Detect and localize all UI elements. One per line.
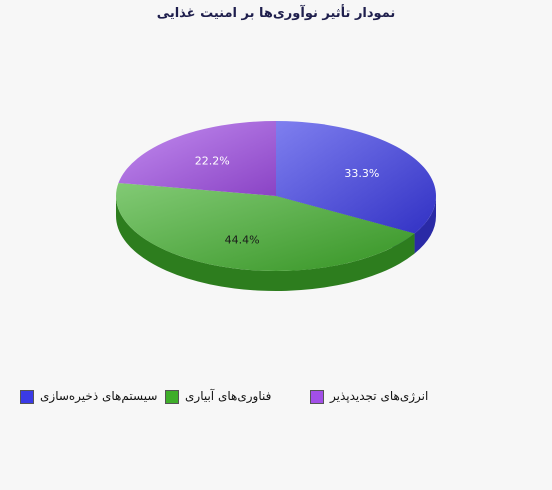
slice-2[interactable] [118, 121, 277, 196]
slice-0[interactable] [276, 121, 436, 234]
legend-swatch-storage-systems [20, 390, 34, 404]
legend-label-renewable-energy: انرژی‌های تجدیدپذیر [330, 389, 429, 403]
legend-label-irrigation-tech: فناوری‌های آبیاری [185, 389, 272, 403]
slice-1-side [116, 196, 415, 291]
slice-label-1: 44.4% [225, 234, 260, 247]
chart-title: نمودار تأثیر نوآوری‌ها بر امنیت غذایی [156, 6, 396, 21]
legend-item-storage-systems[interactable]: سیستم‌های ذخیره‌سازی [0, 388, 160, 408]
legend-item-renewable-energy[interactable]: انرژی‌های تجدیدپذیر [305, 388, 455, 408]
slice-0-side [414, 196, 437, 254]
slice-label-0: 33.3% [344, 167, 379, 180]
pie-labels: 33.3% 44.4% 22.2% [195, 154, 380, 246]
pie-top-faces [115, 121, 436, 271]
slice-1[interactable] [115, 182, 415, 271]
legend-swatch-irrigation-tech [165, 390, 179, 404]
legend-label-storage-systems: سیستم‌های ذخیره‌سازی [40, 389, 158, 403]
legend-swatch-renewable-energy [310, 390, 324, 404]
legend-item-irrigation-tech[interactable]: فناوری‌های آبیاری [160, 388, 310, 408]
slice-label-2: 22.2% [195, 154, 230, 167]
chart-legend: سیستم‌های ذخیره‌سازی فناوری‌های آبیاری ا… [0, 388, 552, 412]
